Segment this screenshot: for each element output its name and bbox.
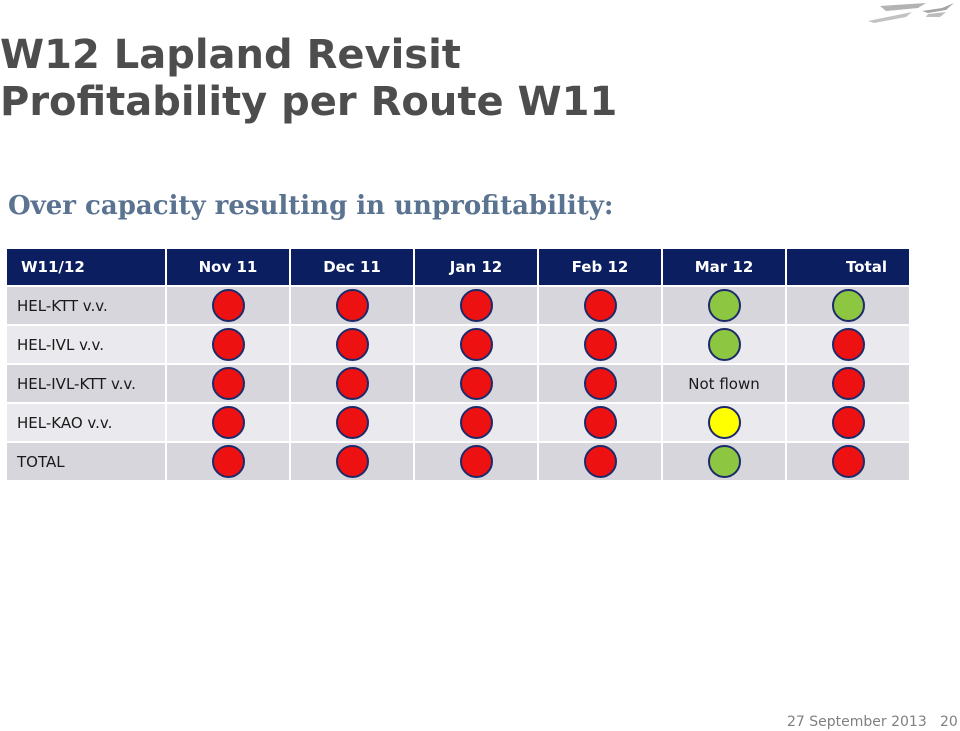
status-dot-red-icon xyxy=(211,289,245,322)
status-dot-red-icon xyxy=(583,406,617,439)
status-cell xyxy=(539,287,661,326)
status-cell xyxy=(539,365,661,404)
status-dot-red-icon xyxy=(211,406,245,439)
status-dot-red-icon xyxy=(831,406,865,439)
status-cell xyxy=(539,326,661,365)
route-label: HEL-KTT v.v. xyxy=(7,287,165,326)
status-dot-red-icon xyxy=(211,367,245,400)
status-note: Not flown xyxy=(688,374,760,393)
status-dot-red-icon xyxy=(831,445,865,478)
status-cell xyxy=(291,326,413,365)
status-cell xyxy=(291,443,413,482)
page-title: W12 Lapland Revisit Profitability per Ro… xyxy=(0,32,617,126)
status-cell xyxy=(539,443,661,482)
status-cell xyxy=(787,287,909,326)
status-cell xyxy=(787,326,909,365)
status-dot-red-icon xyxy=(335,445,369,478)
table-row: HEL-IVL v.v. xyxy=(7,326,909,365)
header-mar-12: Mar 12 xyxy=(663,249,785,287)
status-dot-green-icon xyxy=(707,289,741,322)
status-cell xyxy=(415,326,537,365)
status-dot-red-icon xyxy=(583,328,617,361)
profitability-table: W11/12 Nov 11 Dec 11 Jan 12 Feb 12 Mar 1… xyxy=(5,249,911,482)
route-label: HEL-IVL v.v. xyxy=(7,326,165,365)
table-row: HEL-KTT v.v. xyxy=(7,287,909,326)
route-label: HEL-KAO v.v. xyxy=(7,404,165,443)
status-dot-red-icon xyxy=(335,367,369,400)
status-cell xyxy=(167,287,289,326)
status-cell xyxy=(167,365,289,404)
status-cell xyxy=(663,287,785,326)
status-dot-red-icon xyxy=(831,367,865,400)
status-dot-red-icon xyxy=(211,328,245,361)
footer-date: 27 September 2013 xyxy=(787,714,927,730)
status-dot-yellow-icon xyxy=(707,406,741,439)
title-line-2: Profitability per Route W11 xyxy=(0,79,618,125)
table-header-row: W11/12 Nov 11 Dec 11 Jan 12 Feb 12 Mar 1… xyxy=(7,249,909,287)
status-dot-green-icon xyxy=(831,289,865,322)
status-dot-red-icon xyxy=(583,289,617,322)
table-row: HEL-KAO v.v. xyxy=(7,404,909,443)
status-dot-red-icon xyxy=(211,445,245,478)
page-subtitle: Over capacity resulting in unprofitabili… xyxy=(8,191,614,221)
status-dot-red-icon xyxy=(335,406,369,439)
status-dot-red-icon xyxy=(459,445,493,478)
status-cell xyxy=(291,365,413,404)
status-dot-red-icon xyxy=(459,328,493,361)
status-cell xyxy=(291,287,413,326)
header-nov-11: Nov 11 xyxy=(167,249,289,287)
status-dot-red-icon xyxy=(583,367,617,400)
status-dot-red-icon xyxy=(459,289,493,322)
header-dec-11: Dec 11 xyxy=(291,249,413,287)
header-jan-12: Jan 12 xyxy=(415,249,537,287)
status-dot-red-icon xyxy=(459,406,493,439)
finnair-logo-icon xyxy=(866,2,956,28)
table-row: TOTAL xyxy=(7,443,909,482)
status-cell xyxy=(787,365,909,404)
status-cell: Not flown xyxy=(663,365,785,404)
status-cell xyxy=(787,404,909,443)
status-cell xyxy=(663,404,785,443)
route-label: HEL-IVL-KTT v.v. xyxy=(7,365,165,404)
status-dot-red-icon xyxy=(831,328,865,361)
status-dot-green-icon xyxy=(707,328,741,361)
page-number: 20 xyxy=(940,714,958,730)
status-cell xyxy=(415,287,537,326)
status-dot-green-icon xyxy=(707,445,741,478)
header-total: Total xyxy=(787,249,909,287)
status-cell xyxy=(291,404,413,443)
status-dot-red-icon xyxy=(335,289,369,322)
status-cell xyxy=(167,404,289,443)
table-row: HEL-IVL-KTT v.v. Not flown xyxy=(7,365,909,404)
status-cell xyxy=(167,443,289,482)
route-label: TOTAL xyxy=(7,443,165,482)
status-cell xyxy=(539,404,661,443)
status-cell xyxy=(663,326,785,365)
status-cell xyxy=(415,443,537,482)
status-cell xyxy=(167,326,289,365)
status-dot-red-icon xyxy=(335,328,369,361)
status-dot-red-icon xyxy=(583,445,617,478)
header-feb-12: Feb 12 xyxy=(539,249,661,287)
status-cell xyxy=(415,365,537,404)
status-dot-red-icon xyxy=(459,367,493,400)
status-cell xyxy=(663,443,785,482)
status-cell xyxy=(415,404,537,443)
status-cell xyxy=(787,443,909,482)
header-season: W11/12 xyxy=(7,249,165,287)
title-line-1: W12 Lapland Revisit xyxy=(0,32,461,78)
